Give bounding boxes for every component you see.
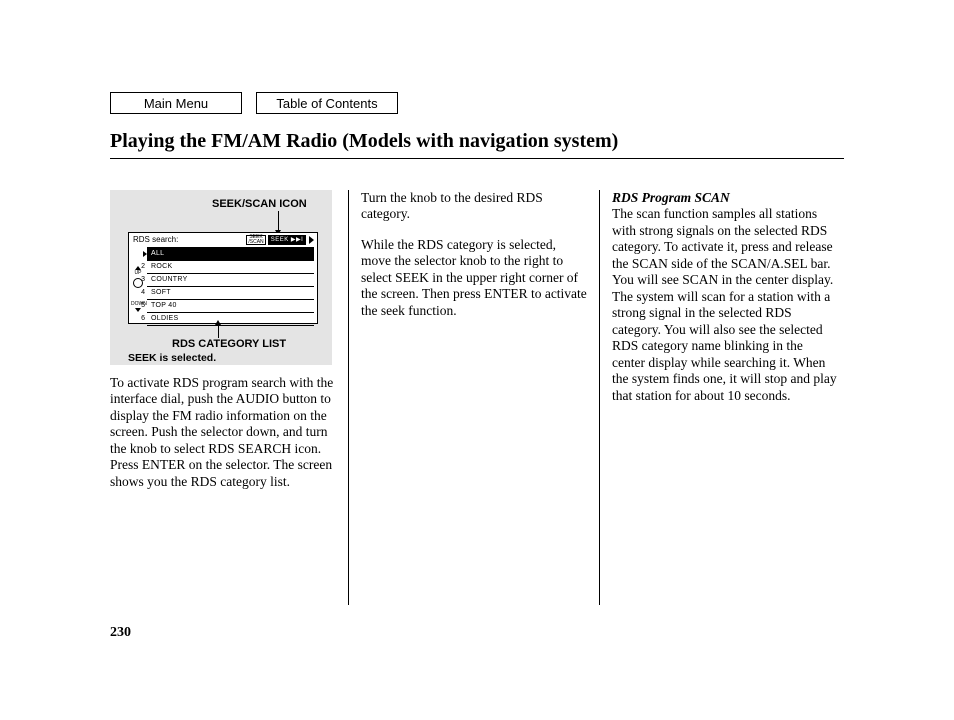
table-of-contents-button[interactable]: Table of Contents <box>256 92 398 114</box>
page-number: 230 <box>110 625 131 641</box>
seek-scan-chip: SEEK /SCAN <box>246 235 266 245</box>
arrow-line <box>218 324 219 338</box>
rds-diagram: SEEK/SCAN ICON RDS search: SEEK /SCAN SE… <box>110 190 332 365</box>
rds-list-row: 6OLDIES <box>147 312 314 326</box>
column-separator <box>599 190 600 605</box>
seek-chip-selected: SEEK ▶▶I <box>268 235 306 245</box>
rds-list-row: 4SOFT <box>147 286 314 299</box>
row-label: COUNTRY <box>147 276 188 285</box>
rds-program-scan-heading: RDS Program SCAN <box>612 190 730 205</box>
chevron-right-icon <box>309 236 314 244</box>
callout-seek-selected: SEEK is selected. <box>128 352 216 365</box>
title-rule <box>110 158 844 159</box>
callout-rds-category-list: RDS CATEGORY LIST <box>172 338 286 351</box>
manual-page: Main Menu Table of Contents Playing the … <box>0 0 954 720</box>
rds-search-label: RDS search: <box>129 235 178 245</box>
content-columns: SEEK/SCAN ICON RDS search: SEEK /SCAN SE… <box>110 190 850 605</box>
rds-list-row: 3COUNTRY <box>147 273 314 286</box>
rds-list-row: 1ALL <box>147 247 314 260</box>
page-title: Playing the FM/AM Radio (Models with nav… <box>110 130 618 153</box>
row-number: 2 <box>135 263 145 272</box>
radio-screen: RDS search: SEEK /SCAN SEEK ▶▶I UP DOWN <box>128 232 318 324</box>
column-3: RDS Program SCAN The scan function sampl… <box>612 190 850 605</box>
column-separator <box>348 190 349 605</box>
rds-category-list: 1ALL2ROCK3COUNTRY4SOFT5TOP 406OLDIES <box>147 247 314 326</box>
row-label: SOFT <box>147 289 171 298</box>
col3-body: The scan function samples all stations w… <box>612 206 837 402</box>
row-number: 5 <box>135 302 145 311</box>
header-chips: SEEK /SCAN SEEK ▶▶I <box>246 235 314 245</box>
rds-list-row: 5TOP 40 <box>147 299 314 312</box>
col1-paragraph: To activate RDS program search with the … <box>110 375 336 490</box>
rds-list-row: 2ROCK <box>147 260 314 273</box>
main-menu-button[interactable]: Main Menu <box>110 92 242 114</box>
row-selected-triangle-icon <box>143 251 147 257</box>
column-1: SEEK/SCAN ICON RDS search: SEEK /SCAN SE… <box>110 190 348 605</box>
row-label: ROCK <box>147 263 172 272</box>
row-label: OLDIES <box>147 315 178 324</box>
row-number: 4 <box>135 289 145 298</box>
arrow-line <box>278 211 279 232</box>
callout-seek-scan-icon: SEEK/SCAN ICON <box>212 198 307 211</box>
col3-paragraph: RDS Program SCAN The scan function sampl… <box>612 190 838 404</box>
row-label: ALL <box>147 250 164 259</box>
screen-header: RDS search: SEEK /SCAN SEEK ▶▶I <box>129 233 317 247</box>
row-number: 6 <box>135 315 145 324</box>
column-2: Turn the knob to the desired RDS categor… <box>361 190 599 605</box>
row-number: 3 <box>135 276 145 285</box>
row-label: TOP 40 <box>147 302 177 311</box>
col2-paragraph-1: Turn the knob to the desired RDS categor… <box>361 190 587 223</box>
col2-paragraph-2: While the RDS category is selected, move… <box>361 237 587 319</box>
